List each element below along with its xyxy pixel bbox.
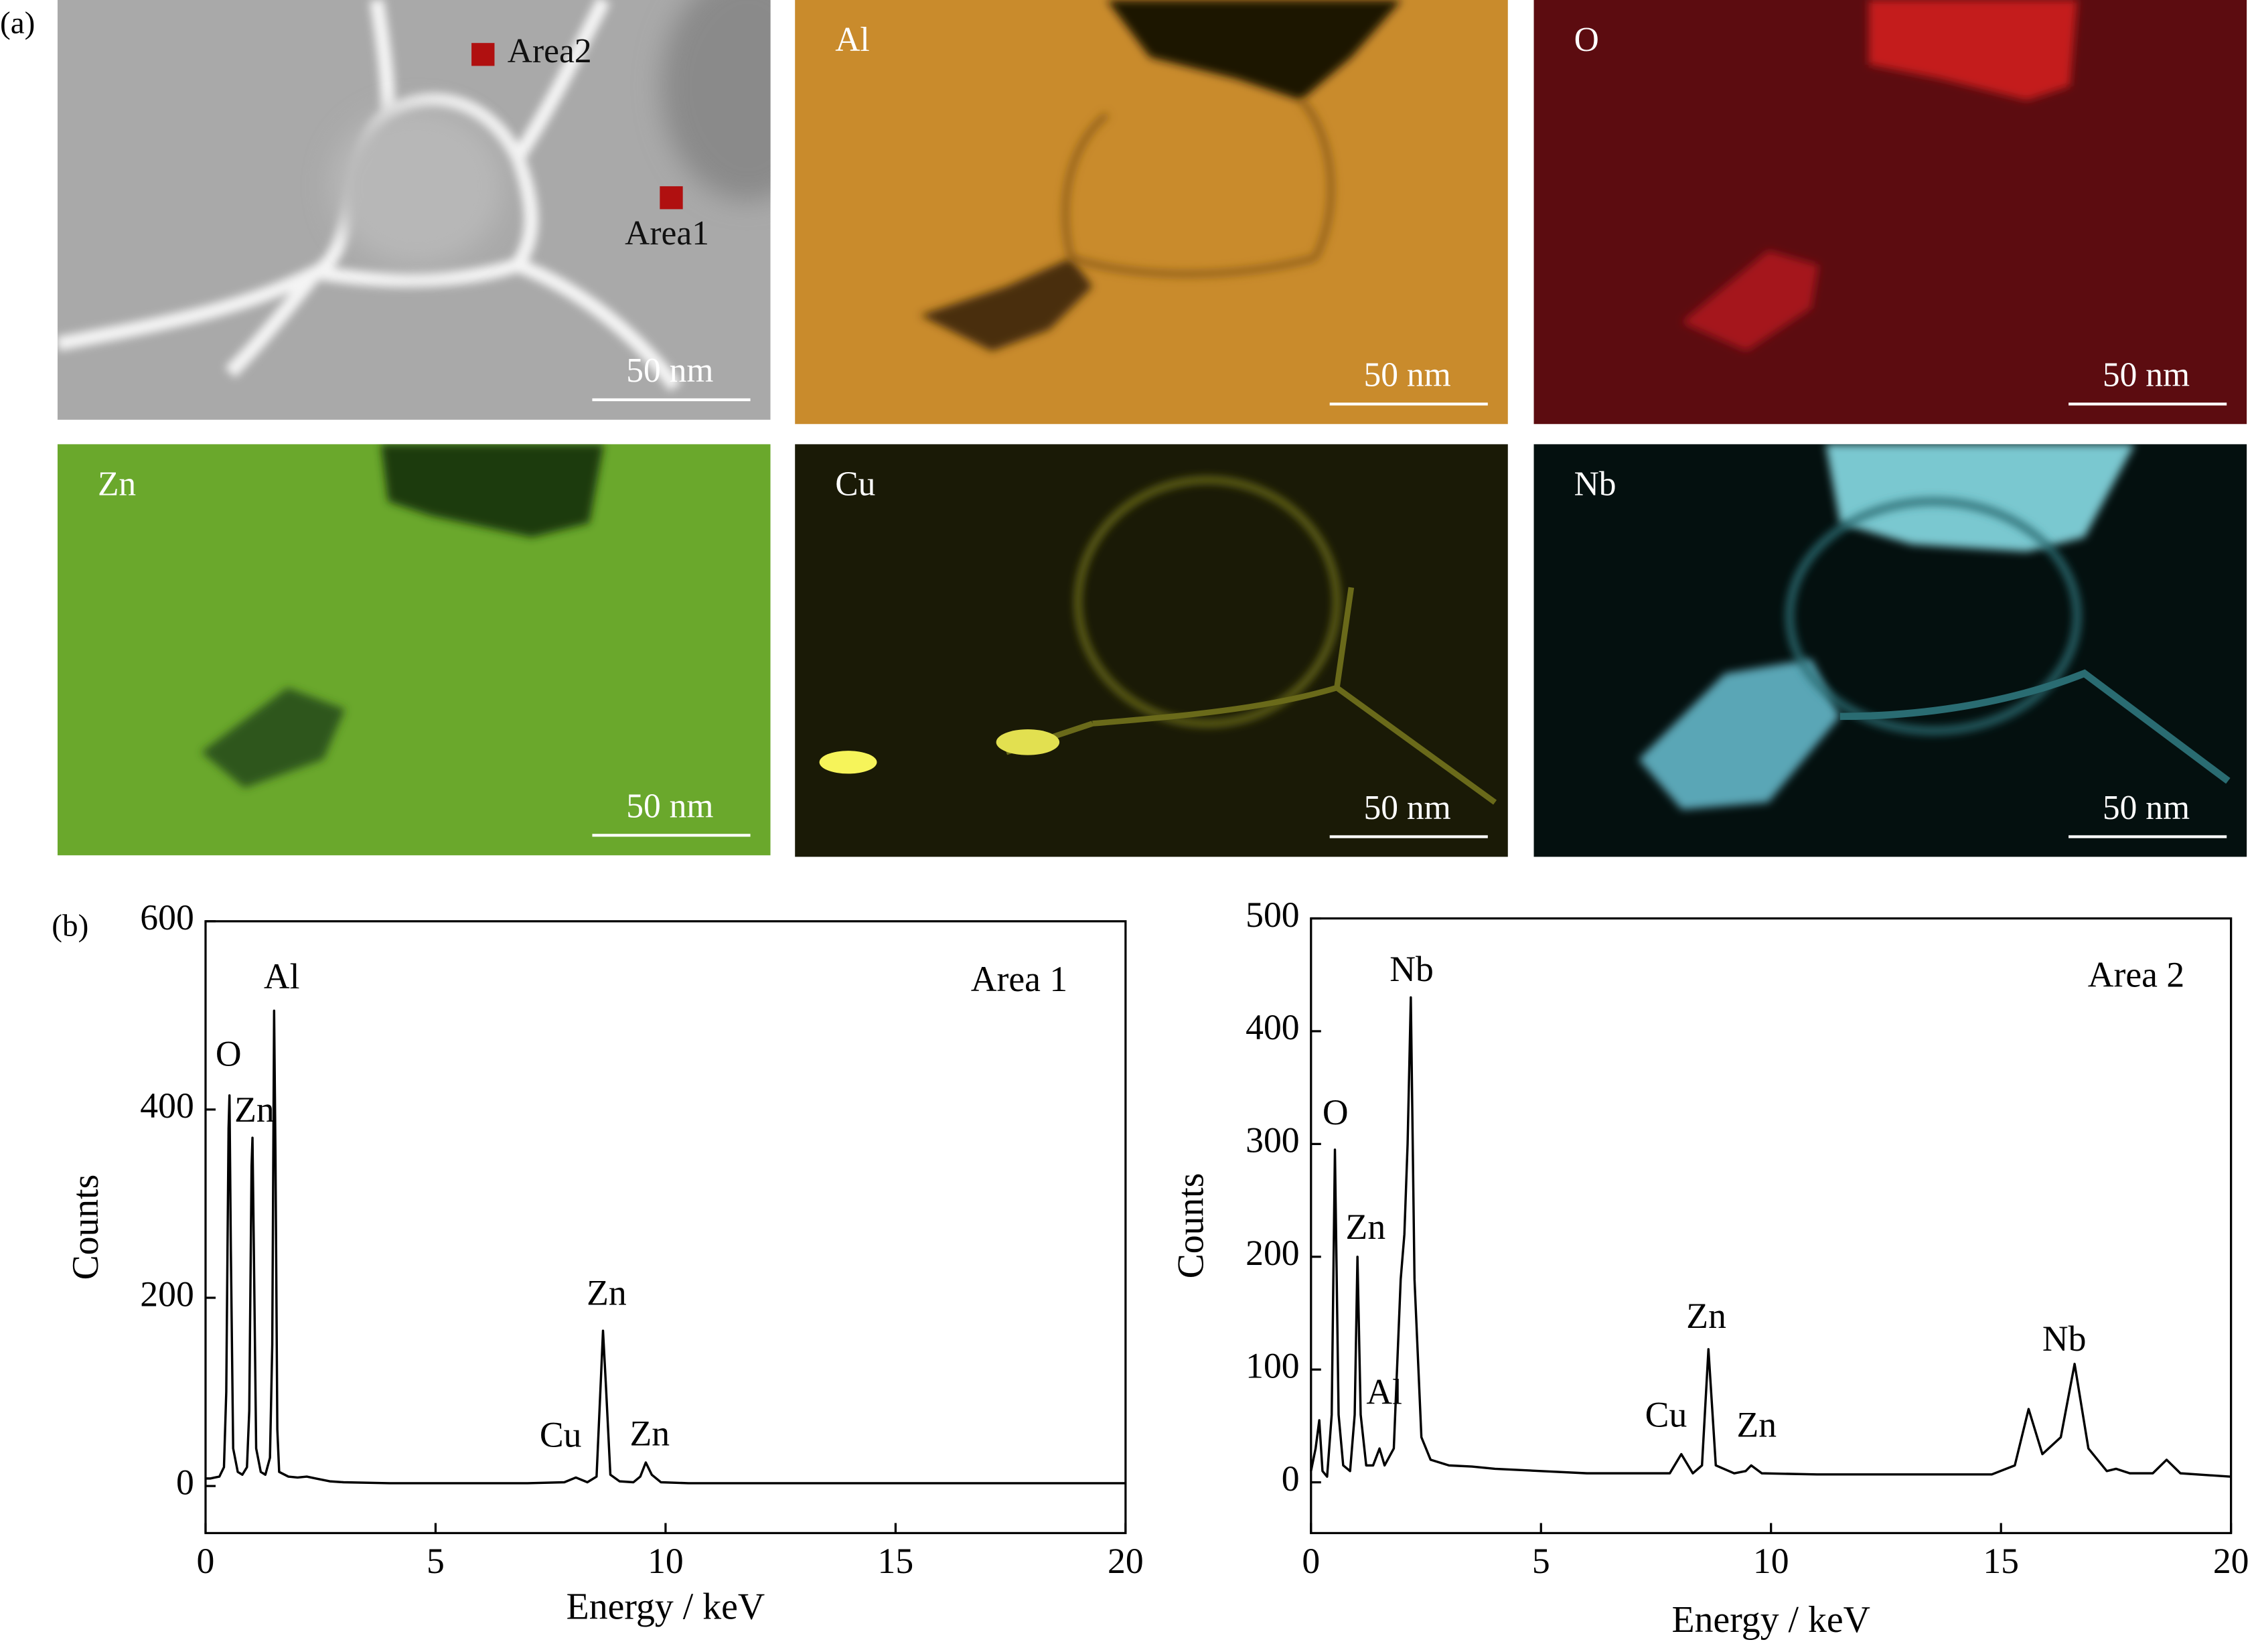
y-axis-label: Counts — [1171, 1173, 1212, 1279]
feature — [1825, 444, 2135, 552]
scale-bar-label: 50 nm — [626, 352, 713, 390]
feature — [380, 444, 604, 538]
element-label: O — [1574, 21, 1599, 59]
feature — [1106, 0, 1402, 100]
peak-label: Zn — [234, 1090, 275, 1130]
feature — [1075, 477, 1340, 727]
x-tick-label: 0 — [197, 1541, 215, 1581]
background — [57, 444, 771, 856]
micrograph: Zn 50 nm — [57, 444, 771, 856]
peak-label: Al — [1366, 1371, 1402, 1412]
micrograph: O 50 nm — [1533, 0, 2247, 425]
peak-label: Zn — [1686, 1296, 1726, 1336]
x-tick-label: 10 — [1753, 1541, 1789, 1581]
feature — [661, 0, 771, 201]
scale-bar-label: 50 nm — [1363, 789, 1450, 827]
element-label: Zn — [98, 465, 136, 503]
peak-label: Zn — [587, 1273, 627, 1313]
feature — [330, 107, 504, 265]
y-tick-label: 600 — [140, 897, 194, 937]
peak-label: Zn — [1736, 1405, 1777, 1445]
x-tick-label: 15 — [1983, 1541, 2019, 1581]
feature — [819, 751, 877, 774]
x-tick-label: 5 — [427, 1541, 445, 1581]
x-axis-label: Energy / keV — [567, 1586, 765, 1628]
feature — [1868, 0, 2077, 100]
peak-label: Cu — [1645, 1395, 1687, 1435]
micrograph-image — [1533, 444, 2247, 857]
element-label: Nb — [1574, 465, 1617, 503]
peak-label: Nb — [2042, 1319, 2087, 1359]
peak-label: Zn — [1346, 1207, 1386, 1247]
feature — [201, 688, 346, 788]
panel-label: (a) — [0, 5, 35, 40]
feature — [1062, 98, 1334, 277]
y-tick-label: 0 — [1282, 1458, 1300, 1499]
x-axis-label: Energy / keV — [1671, 1599, 1870, 1641]
area-marker — [471, 43, 495, 66]
peak-label: O — [1323, 1092, 1349, 1132]
peak-label: Cu — [540, 1415, 582, 1455]
scale-bar-label: 50 nm — [2103, 356, 2190, 394]
element-label: Cu — [835, 465, 875, 503]
y-tick-label: 500 — [1246, 895, 1299, 935]
peak-label: Area 1 — [971, 959, 1067, 999]
x-tick-label: 20 — [2213, 1541, 2249, 1581]
micrograph-image — [57, 444, 771, 856]
area-label: Area1 — [625, 214, 709, 252]
element-label: Al — [835, 21, 870, 59]
peak-label: Zn — [630, 1413, 670, 1453]
x-tick-label: 0 — [1302, 1541, 1320, 1581]
x-tick-label: 10 — [648, 1541, 684, 1581]
background — [795, 0, 1508, 425]
x-tick-label: 20 — [1108, 1541, 1144, 1581]
area-label: Area2 — [508, 32, 592, 70]
peak-label: Area 2 — [2088, 955, 2184, 995]
peak-label: Al — [264, 956, 300, 996]
micrograph-image — [1533, 0, 2247, 425]
scale-bar-label: 50 nm — [626, 787, 713, 826]
x-tick-label: 15 — [878, 1541, 914, 1581]
feature — [1839, 669, 2231, 784]
scale-bar-label: 50 nm — [2103, 789, 2190, 827]
panel-label: (b) — [52, 908, 88, 943]
background — [795, 444, 1508, 857]
micrograph: Nb 50 nm — [1533, 444, 2247, 857]
micrograph-image — [795, 444, 1508, 857]
micrograph: Al 50 nm — [795, 0, 1508, 425]
feature — [57, 0, 682, 392]
peak-label: Nb — [1389, 949, 1434, 989]
background — [1533, 0, 2247, 425]
scale-bar-label: 50 nm — [1363, 356, 1450, 394]
feature — [1639, 659, 1840, 810]
area-marker — [660, 186, 683, 210]
micrograph-image — [795, 0, 1508, 425]
x-tick-label: 5 — [1532, 1541, 1550, 1581]
y-tick-label: 400 — [140, 1085, 194, 1126]
y-tick-label: 300 — [1246, 1120, 1299, 1160]
y-axis-label: Counts — [65, 1175, 106, 1280]
y-tick-label: 0 — [176, 1462, 194, 1502]
feature — [919, 258, 1093, 352]
y-tick-label: 400 — [1246, 1007, 1299, 1047]
y-tick-label: 200 — [140, 1274, 194, 1314]
y-tick-label: 200 — [1246, 1233, 1299, 1273]
feature — [996, 729, 1060, 755]
micrograph: Cu 50 nm — [795, 444, 1508, 857]
micrograph: 50 nm Area2 Area1 — [57, 0, 771, 420]
spectrum-line — [1310, 996, 2231, 1478]
micrograph-image — [57, 0, 771, 420]
spectrum-line — [205, 1009, 1126, 1485]
peak-label: O — [216, 1033, 242, 1073]
y-tick-label: 100 — [1246, 1346, 1299, 1386]
feature — [1786, 498, 2081, 735]
